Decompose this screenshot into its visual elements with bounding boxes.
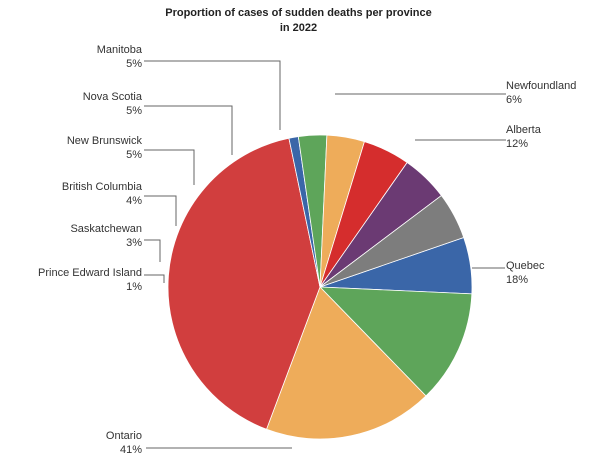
slice-label-new-brunswick: New Brunswick (67, 135, 143, 147)
slices (167, 134, 473, 440)
slice-manitoba (319, 194, 465, 288)
slice-ontario (167, 137, 321, 430)
slice-label-british-columbia: British Columbia (62, 181, 143, 193)
leader-line-new-brunswick (144, 149, 195, 185)
slice-label-manitoba: Manitoba (97, 44, 143, 56)
slice-value-alberta: 12% (506, 138, 528, 150)
slice-value-quebec: 18% (506, 274, 528, 286)
slice-label-quebec: Quebec (506, 260, 545, 272)
slice-value-prince-edward-island: 1% (126, 281, 142, 293)
slice-labels: Newfoundland 6% Alberta 12% Quebec 18% Ontario… (38, 44, 576, 456)
slice-value-nova-scotia: 5% (126, 105, 142, 117)
leader-line-nova-scotia (144, 105, 233, 155)
slice-value-manitoba: 5% (126, 58, 142, 70)
leader-line-prince-edward-island (144, 274, 165, 283)
slice-label-newfoundland: Newfoundland (506, 80, 576, 92)
slice-value-british-columbia: 4% (126, 195, 142, 207)
slice-label-ontario: Ontario (106, 430, 142, 442)
slice-value-newfoundland: 6% (506, 94, 522, 106)
slice-label-prince-edward-island: Prince Edward Island (38, 267, 142, 279)
slice-value-saskatchewan: 3% (126, 237, 142, 249)
slice-alberta (319, 286, 473, 397)
leader-line-saskatchewan (144, 239, 161, 262)
slice-label-saskatchewan: Saskatchewan (70, 223, 142, 235)
chart-title: Proportion of cases of sudden deaths per… (165, 7, 432, 34)
slice-value-ontario: 41% (120, 444, 142, 456)
leader-lines (144, 60, 506, 449)
slice-value-new-brunswick: 5% (126, 149, 142, 161)
leader-line-manitoba (144, 60, 281, 130)
leader-line-british-columbia (144, 195, 177, 226)
slice-label-alberta: Alberta (506, 124, 542, 136)
slice-quebec (266, 286, 427, 440)
slice-label-nova-scotia: Nova Scotia (83, 91, 143, 103)
